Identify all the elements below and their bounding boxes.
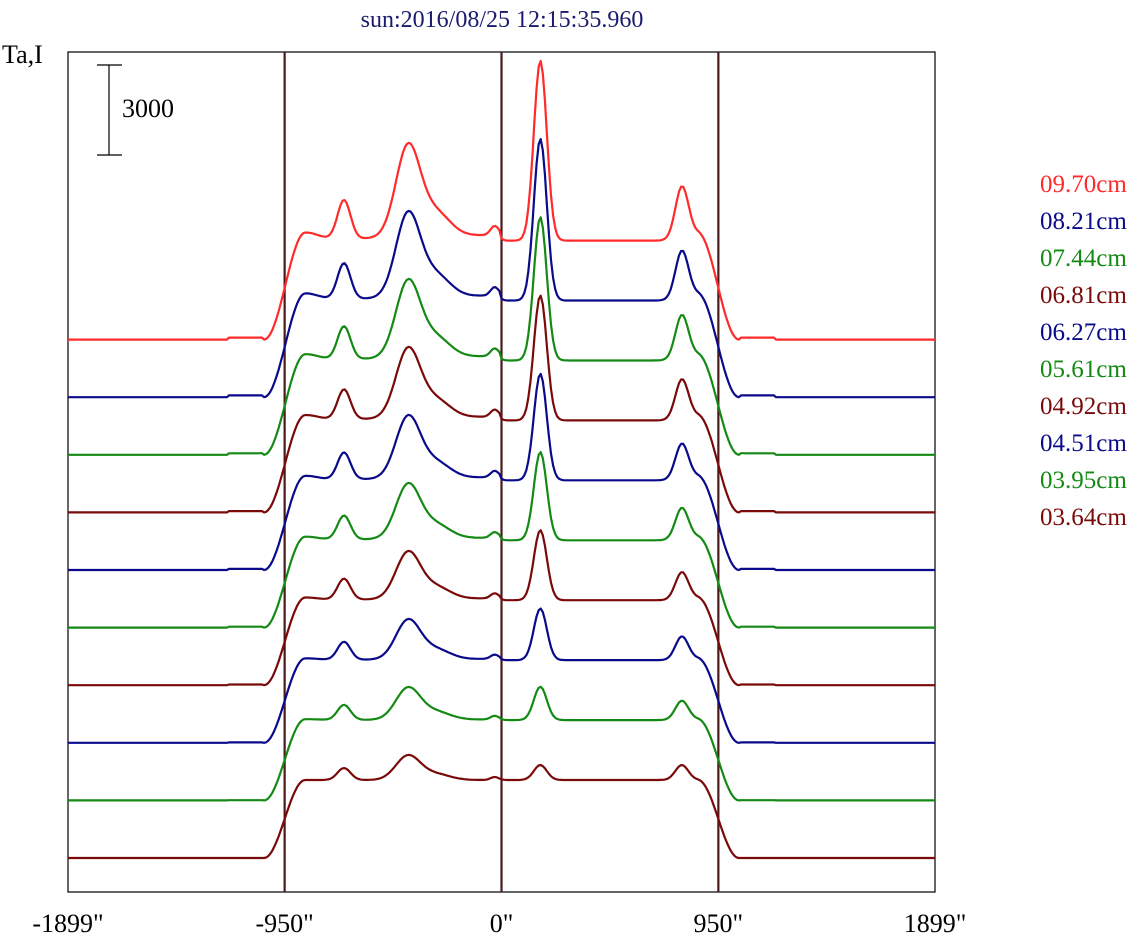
legend-entry: 03.64cm	[1040, 504, 1127, 531]
legend-entry: 08.21cm	[1040, 208, 1127, 235]
series-line-05.61cm	[68, 451, 935, 629]
series-line-04.51cm	[68, 607, 935, 744]
series-line-06.81cm	[68, 294, 935, 514]
x-tick-label: 1899"	[904, 909, 967, 938]
legend-entry: 03.95cm	[1040, 467, 1127, 494]
legend-entry: 09.70cm	[1040, 171, 1127, 198]
series-line-03.64cm	[68, 753, 935, 860]
x-tick-label: 0"	[490, 909, 514, 938]
x-tick-label: 950"	[694, 909, 744, 938]
legend: 09.70cm 08.21cm 07.44cm 06.81cm 06.27cm 05.61…	[1040, 171, 1127, 531]
series-line-03.95cm	[68, 685, 935, 802]
x-tick-labels: -1899" -950" 0" 950" 1899"	[32, 909, 966, 938]
legend-entry: 04.51cm	[1040, 430, 1127, 457]
chart-title: sun:2016/08/25 12:15:35.960	[361, 7, 644, 33]
series-line-08.21cm	[68, 138, 935, 399]
series-group	[68, 59, 935, 860]
series-line-07.44cm	[68, 216, 935, 456]
x-tick-label: -950"	[255, 909, 313, 938]
x-tick-label: -1899"	[32, 909, 103, 938]
y-axis-label: Ta,I	[2, 40, 43, 69]
series-line-04.92cm	[68, 529, 935, 687]
scale-bar-label: 3000	[122, 94, 174, 123]
legend-entry: 04.92cm	[1040, 393, 1127, 420]
series-line-06.27cm	[68, 372, 935, 572]
scale-bar: 3000	[97, 64, 174, 156]
legend-entry: 05.61cm	[1040, 356, 1127, 383]
reference-lines	[283, 52, 720, 892]
legend-entry: 06.81cm	[1040, 282, 1127, 309]
series-line-09.70cm	[68, 59, 935, 341]
legend-entry: 06.27cm	[1040, 319, 1127, 346]
legend-entry: 07.44cm	[1040, 245, 1127, 272]
